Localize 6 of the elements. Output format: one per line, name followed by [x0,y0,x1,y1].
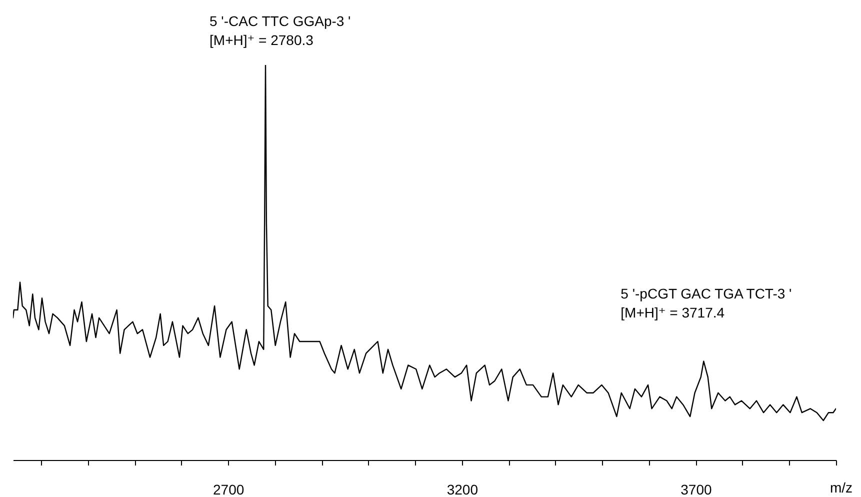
annotation: 5 '-pCGT GAC TGA TCT-3 ' [M+H]⁺ = 3717.4 [620,285,792,320]
annotation: 5 '-CAC TTC GGAp-3 ' [M+H]⁺ = 2780.3 [210,13,351,48]
x-tick-label: 2700 [213,482,244,497]
x-tick-label: 3700 [680,482,712,497]
x-axis-title: m/z [830,480,852,496]
x-tick-label: 3200 [446,482,478,497]
